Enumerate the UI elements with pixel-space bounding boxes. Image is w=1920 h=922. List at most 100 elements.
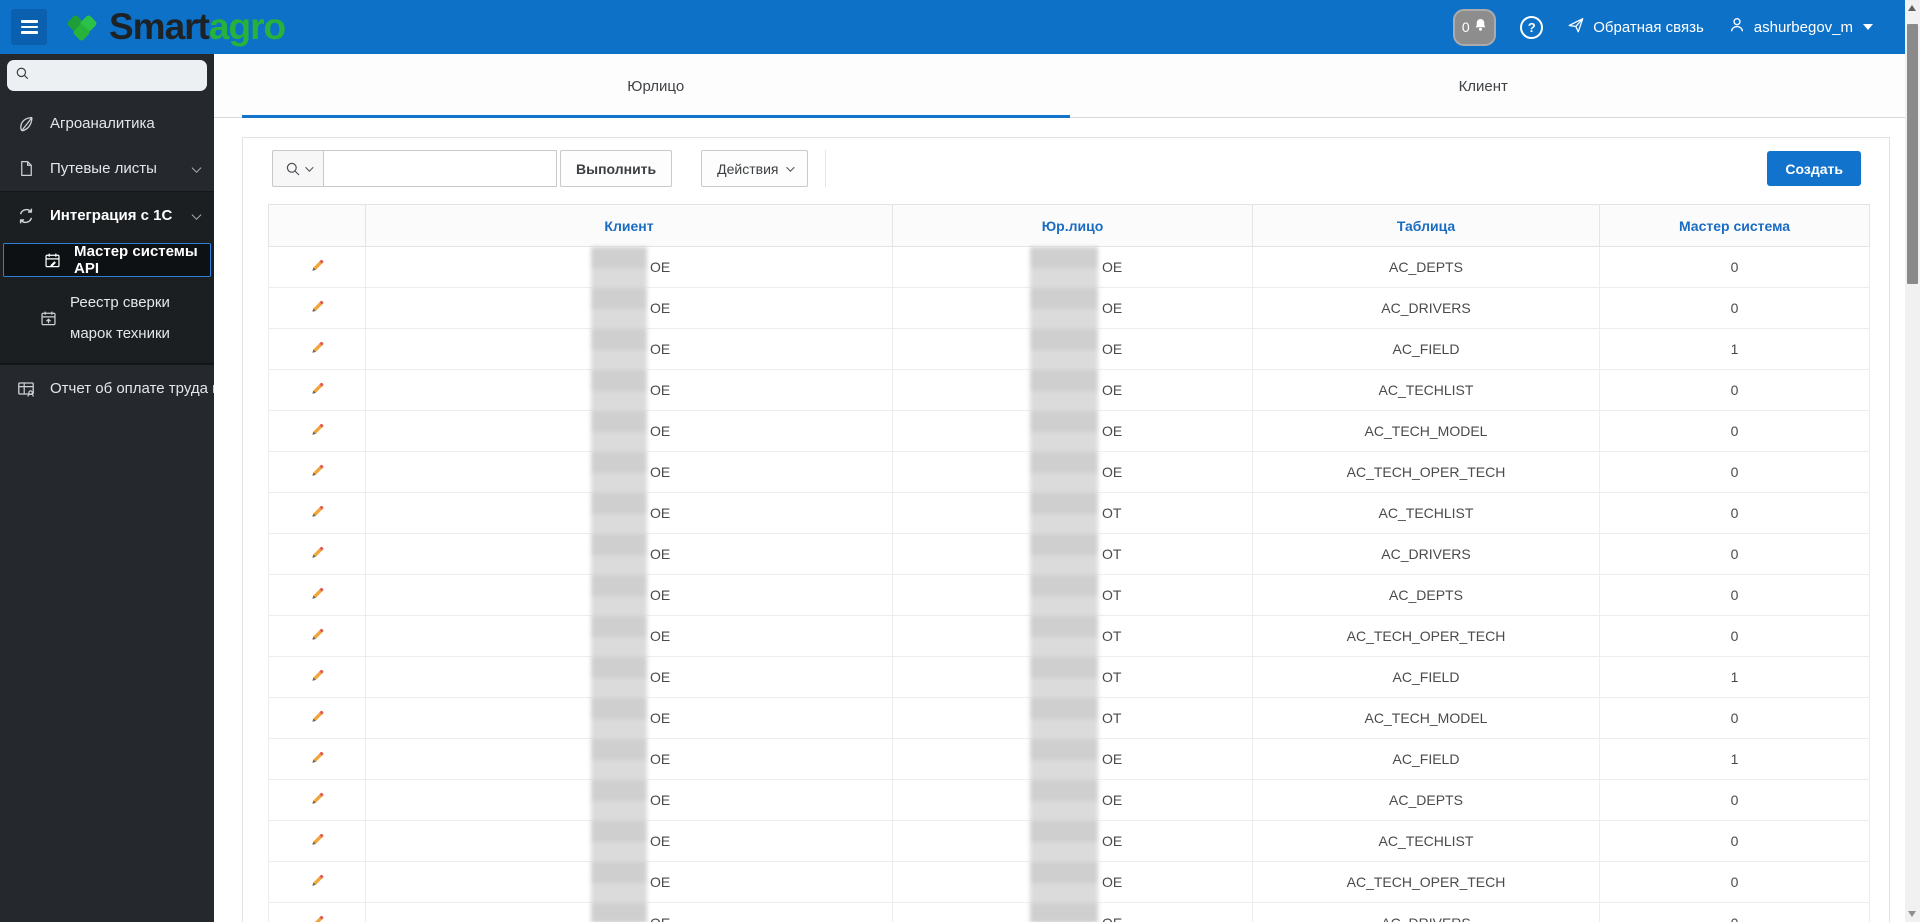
edit-row-button[interactable]	[268, 820, 366, 862]
master-system-cell: 0	[1599, 369, 1870, 411]
table-name-cell: AC_TECH_OPER_TECH	[1252, 861, 1600, 903]
send-icon	[1567, 16, 1585, 38]
sidebar-item-label: Агроаналитика	[50, 115, 155, 132]
edit-row-button[interactable]	[268, 246, 366, 288]
table-name-cell: AC_DRIVERS	[1252, 533, 1600, 575]
pencil-icon	[311, 505, 323, 517]
table-name-cell: AC_DRIVERS	[1252, 287, 1600, 329]
report-search-input[interactable]	[324, 150, 557, 187]
table-name-cell: AC_TECH_MODEL	[1252, 410, 1600, 452]
edit-row-button[interactable]	[268, 492, 366, 534]
sidebar-item-label: Путевые листы	[50, 160, 157, 177]
search-column-dropdown[interactable]	[272, 150, 324, 187]
table-name-cell: AC_TECHLIST	[1252, 492, 1600, 534]
page-scrollbar[interactable]	[1905, 0, 1920, 922]
user-menu[interactable]: ashurbegov_m	[1728, 16, 1873, 38]
master-system-cell: 0	[1599, 246, 1870, 288]
actions-button[interactable]: Действия	[701, 150, 808, 187]
table-row: ОЕ ОТ AC_TECH_MODEL 0	[268, 697, 1870, 739]
leaf-icon	[15, 113, 37, 135]
search-icon	[15, 66, 30, 86]
edit-row-button[interactable]	[268, 902, 366, 922]
help-button[interactable]: ?	[1520, 15, 1544, 39]
table-name-cell: AC_DEPTS	[1252, 779, 1600, 821]
master-system-cell: 0	[1599, 779, 1870, 821]
edit-row-button[interactable]	[268, 287, 366, 329]
sidebar-item-label: Мастер системы API	[74, 243, 198, 277]
scrollbar-thumb[interactable]	[1907, 24, 1918, 284]
sidebar-item-agroanalytics[interactable]: Агроаналитика	[0, 101, 214, 146]
sidebar-search[interactable]	[7, 60, 207, 91]
sidebar-item-label: Интеграция с 1С	[50, 207, 173, 224]
column-header-master[interactable]: Мастер система	[1599, 204, 1870, 247]
chevron-down-icon	[785, 162, 795, 172]
edit-row-button[interactable]	[268, 451, 366, 493]
top-bar: Smartagro 0 ? Обратная связь ashurbegov_…	[0, 0, 1905, 54]
pencil-icon	[311, 874, 323, 886]
column-header-table[interactable]: Таблица	[1252, 204, 1600, 247]
table-name-cell: AC_TECH_MODEL	[1252, 697, 1600, 739]
pencil-icon	[311, 546, 323, 558]
table-name-cell: AC_FIELD	[1252, 328, 1600, 370]
chevron-down-icon	[305, 162, 314, 172]
scrollbar-down-arrow-icon[interactable]	[1908, 911, 1916, 917]
scrollbar-up-arrow-icon[interactable]	[1908, 5, 1916, 11]
sidebar-item-waybills[interactable]: Путевые листы	[0, 146, 214, 191]
column-header-edit[interactable]	[268, 204, 366, 247]
caret-down-icon	[1863, 24, 1873, 30]
table-name-cell: AC_TECH_OPER_TECH	[1252, 615, 1600, 657]
table-name-cell: AC_TECHLIST	[1252, 369, 1600, 411]
edit-row-button[interactable]	[268, 328, 366, 370]
edit-row-button[interactable]	[268, 738, 366, 780]
edit-row-button[interactable]	[268, 697, 366, 739]
brand-logo[interactable]: Smartagro	[61, 4, 286, 51]
table-name-cell: AC_DEPTS	[1252, 246, 1600, 288]
pencil-icon	[311, 751, 323, 763]
edit-row-button[interactable]	[268, 615, 366, 657]
table-name-cell: AC_FIELD	[1252, 656, 1600, 698]
edit-row-button[interactable]	[268, 861, 366, 903]
feedback-link[interactable]: Обратная связь	[1567, 16, 1704, 38]
feedback-label: Обратная связь	[1593, 18, 1704, 36]
notifications-count: 0	[1461, 19, 1470, 35]
pencil-icon	[311, 382, 323, 394]
pencil-icon	[311, 833, 323, 845]
pencil-icon	[311, 300, 323, 312]
edit-row-button[interactable]	[268, 779, 366, 821]
sidebar-item-registry-verification[interactable]: Реестр сверки марок техники	[0, 277, 214, 357]
table-row: ОЕ ОЕ AC_FIELD 1	[268, 328, 1870, 370]
user-icon	[1728, 16, 1746, 38]
sidebar-search-input[interactable]	[36, 67, 196, 84]
pencil-icon	[314, 915, 323, 922]
table-name-cell: AC_TECH_OPER_TECH	[1252, 451, 1600, 493]
pencil-icon	[311, 792, 323, 804]
column-header-entity[interactable]: Юр.лицо	[892, 204, 1253, 247]
master-system-cell: 0	[1599, 697, 1870, 739]
tab-klient[interactable]: Клиент	[1458, 77, 1508, 95]
tab-bar: Юрлицо Клиент	[214, 54, 1905, 118]
hamburger-menu-button[interactable]	[11, 9, 47, 45]
master-system-cell: 0	[1599, 615, 1870, 657]
notifications-button[interactable]: 0	[1453, 8, 1497, 46]
column-header-client[interactable]: Клиент	[365, 204, 893, 247]
create-button[interactable]: Создать	[1767, 151, 1861, 186]
edit-row-button[interactable]	[268, 656, 366, 698]
master-system-cell: 0	[1599, 533, 1870, 575]
sidebar-item-1c-integration[interactable]: Интеграция с 1С	[0, 192, 214, 239]
table-header-row: Клиент Юр.лицо Таблица Мастер система	[268, 204, 1870, 247]
calendar-upload-icon	[37, 307, 59, 329]
edit-row-button[interactable]	[268, 410, 366, 452]
master-system-cell: 1	[1599, 738, 1870, 780]
document-icon	[15, 158, 37, 180]
sidebar-item-salary-report[interactable]: Отчет об оплате труда м	[0, 364, 214, 412]
sidebar-item-master-system-api[interactable]: Мастер системы API	[3, 243, 211, 277]
master-system-cell: 0	[1599, 861, 1870, 903]
pencil-icon	[311, 669, 323, 681]
edit-row-button[interactable]	[268, 574, 366, 616]
edit-row-button[interactable]	[268, 533, 366, 575]
execute-button[interactable]: Выполнить	[560, 150, 673, 187]
redaction-blur-entity	[1030, 247, 1098, 922]
edit-row-button[interactable]	[268, 369, 366, 411]
master-system-cell: 0	[1599, 820, 1870, 862]
tab-yurlitso[interactable]: Юрлицо	[242, 54, 1070, 118]
